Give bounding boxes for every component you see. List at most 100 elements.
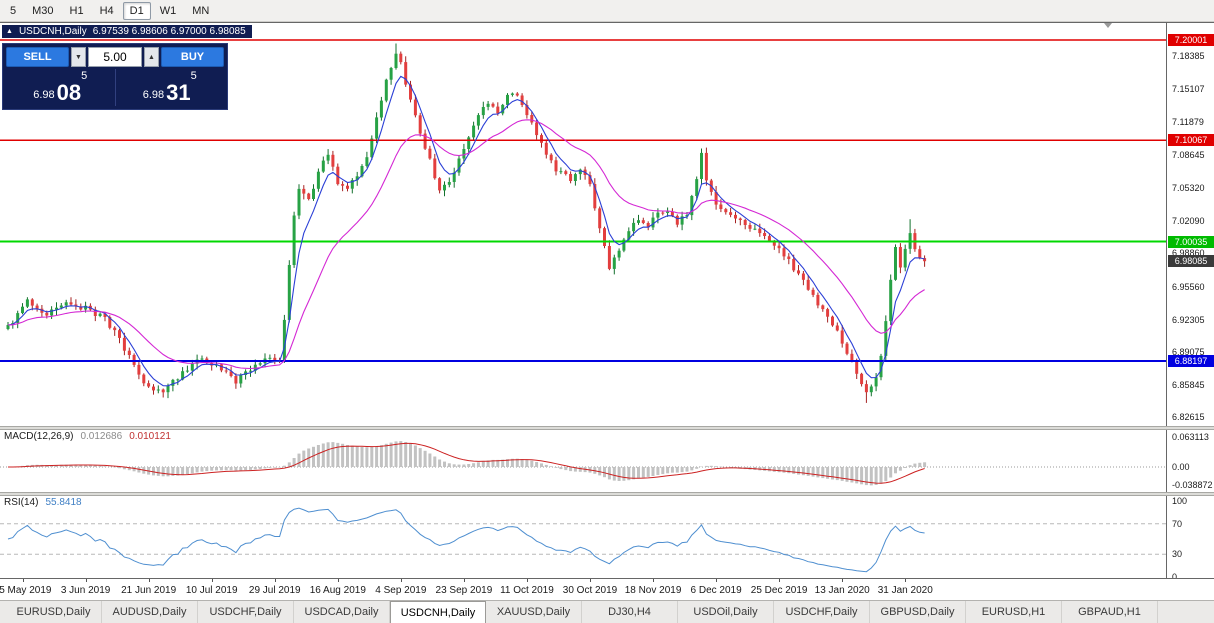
level-price-badge: 6.88197 (1168, 355, 1214, 368)
time-tick (779, 579, 781, 582)
candle-body (384, 79, 388, 101)
candle-body (171, 379, 175, 386)
candle-body (700, 152, 703, 179)
candle-body (501, 104, 505, 114)
timeframe-button-mn[interactable]: MN (192, 4, 210, 17)
chart-tab-usdcad[interactable]: USDCAD,Daily (294, 601, 390, 623)
candle-body (826, 309, 830, 317)
candle-body (365, 157, 369, 166)
chart-tab-usdoil[interactable]: USDOil,Daily (678, 601, 774, 623)
ask-price-prefix: 6.98 (142, 89, 165, 101)
chart-tab-gbpusd[interactable]: GBPUSD,Daily (870, 601, 966, 623)
ask-price-display[interactable]: 6.98 31 5 (114, 69, 225, 106)
candle-body (593, 184, 597, 209)
candle-body (6, 325, 10, 329)
panel-resize-handle-macd[interactable] (0, 426, 1214, 430)
time-tick (22, 579, 24, 582)
candle-body (666, 211, 670, 213)
rsi-panel-svg[interactable] (0, 496, 1166, 578)
chart-tab-eurusd[interactable]: EURUSD,Daily (6, 601, 102, 623)
time-axis[interactable]: 15 May 2019 3 Jun 2019 21 Jun 2019 10 Jul 2… (0, 578, 1214, 600)
time-tick (653, 579, 655, 582)
candle-body (113, 327, 117, 331)
timeframe-button-h4[interactable]: H4 (99, 4, 114, 17)
candle-body (831, 316, 834, 326)
candle-body (758, 228, 762, 234)
buy-button[interactable]: BUY (161, 47, 224, 67)
candle-body (190, 363, 194, 371)
volume-decrease-button[interactable]: ▼ (71, 47, 86, 67)
macd-name: MACD(12,26,9) (4, 431, 74, 442)
time-tick (905, 579, 907, 582)
candle-body (714, 191, 718, 205)
chart-tab-dj30[interactable]: DJ30,H4 (582, 601, 678, 623)
candle-body (331, 154, 335, 167)
ask-price-point: 5 (190, 70, 197, 82)
level-price-badge: 7.10067 (1168, 134, 1214, 147)
chart-tab-audusd[interactable]: AUDUSD,Daily (102, 601, 198, 623)
rsi-axis-label: 30 (1172, 549, 1183, 560)
macd-main-value: 0.012686 (80, 431, 123, 442)
timeframe-button-w1[interactable]: W1 (159, 4, 177, 17)
trade-quotes-row: 6.98 08 5 6.98 31 5 (6, 69, 224, 106)
panel-resize-handle-rsi[interactable] (0, 492, 1214, 496)
chart-tab-usdchf[interactable]: USDCHF,Daily (774, 601, 870, 623)
price-axis[interactable]: 7.18385 7.15107 7.11879 7.08645 7.05320 7.020… (1166, 22, 1214, 582)
chart-tab-eurusd[interactable]: EURUSD,H1 (966, 601, 1062, 623)
volume-increase-button[interactable]: ▲ (144, 47, 159, 67)
candle-body (360, 166, 364, 177)
candle-body (874, 377, 878, 387)
bid-price-display[interactable]: 6.98 08 5 (6, 69, 115, 106)
price-tick-label: 6.89075 (1172, 347, 1205, 358)
chart-tab-usdchf[interactable]: USDCHF,Daily (198, 601, 294, 623)
current-price-badge: 6.98085 (1168, 255, 1214, 268)
candle-body (787, 256, 791, 259)
candle-body (268, 357, 272, 359)
candle-body (646, 223, 650, 228)
rsi-label: RSI(14) 55.8418 (4, 497, 82, 508)
date-label: 23 Sep 2019 (435, 585, 493, 596)
chart-tab-gbpaud[interactable]: GBPAUD,H1 (1062, 601, 1158, 623)
candle-body (375, 117, 379, 139)
candle-body (767, 236, 771, 242)
candle-body (176, 379, 180, 381)
volume-input[interactable]: 5.00 (88, 47, 142, 67)
candle-body (409, 84, 412, 100)
chart-tab-xauusd[interactable]: XAUUSD,Daily (486, 601, 582, 623)
timeframe-button-5[interactable]: 5 (10, 4, 17, 17)
ma-line-20 (7, 119, 925, 370)
price-tick-label: 7.11879 (1172, 116, 1204, 127)
macd-panel-svg[interactable] (0, 430, 1166, 492)
candle-body (603, 228, 606, 246)
candle-body (443, 184, 446, 191)
candle-body (200, 358, 204, 360)
candle-body (244, 371, 248, 375)
chart-tab-usdcnh[interactable]: USDCNH,Daily (390, 601, 486, 623)
time-tick (337, 579, 339, 582)
price-tick-label: 7.05320 (1172, 183, 1205, 194)
candle-body (394, 53, 398, 68)
ohlc-info-bar: ▲ USDCNH,Daily 6.97539 6.98606 6.97000 6… (2, 25, 252, 38)
macd-histogram (11, 441, 927, 486)
timeframe-button-m30[interactable]: M30 (32, 4, 54, 17)
candle-body (152, 386, 155, 391)
candle-body (355, 176, 359, 181)
timeframe-button-h1[interactable]: H1 (69, 4, 84, 17)
candle-body (496, 106, 500, 114)
candle-body (379, 100, 383, 118)
candle-body (127, 350, 131, 355)
candle-body (16, 313, 20, 323)
candle-body (312, 188, 315, 199)
macd-axis-label: 0.00 (1172, 462, 1190, 472)
price-tick-label: 6.82615 (1172, 412, 1205, 423)
candle-body (59, 305, 63, 308)
candle-body (302, 188, 306, 194)
candle-body (903, 248, 907, 268)
sell-button[interactable]: SELL (6, 47, 69, 67)
time-tick (274, 579, 276, 582)
candle-body (535, 122, 539, 136)
time-tick (400, 579, 402, 582)
timeframe-button-d1[interactable]: D1 (122, 1, 151, 20)
candle-body (763, 233, 767, 236)
candle-body (540, 135, 543, 143)
